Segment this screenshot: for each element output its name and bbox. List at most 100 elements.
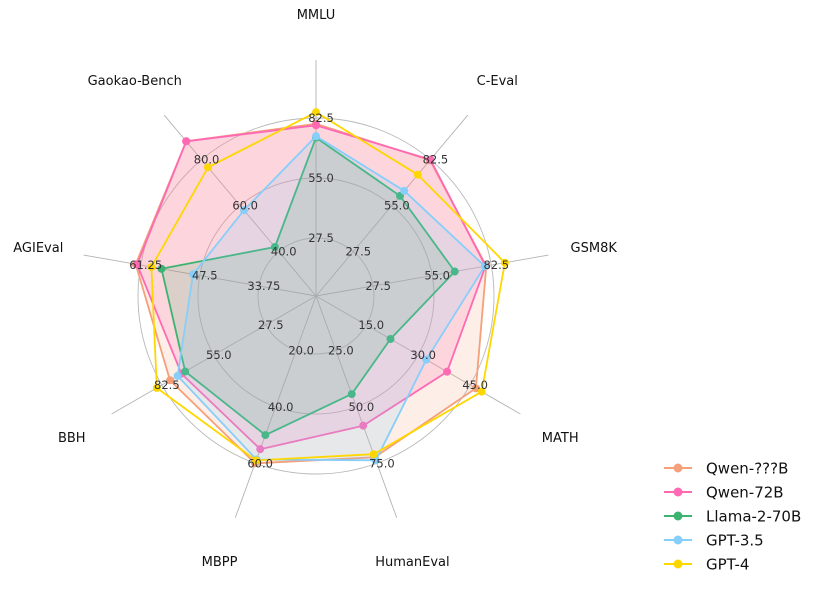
tick-label-6-1: 55.0 [206,348,232,362]
series-point-2-4 [347,390,356,399]
series-fill-3 [177,136,485,461]
axis-line-2 [315,254,549,297]
series-point-3-2 [480,262,489,271]
tick-label-3-0: 15.0 [358,318,384,332]
series-point-4-2 [500,258,509,267]
tick-labels: 27.5 55.0 82.5 27.5 55.0 82.5 27.5 55.0 82.5 15.0… [129,111,509,470]
axis-label-1: C-Eval [477,74,518,89]
legend-entry-3: GPT-3.5 [706,532,764,550]
series-point-3-7 [188,270,197,279]
axis-line-7 [83,254,317,297]
tick-label-3-2: 45.0 [462,378,488,392]
series-point-2-5 [261,431,270,440]
tick-label-5-0: 20.0 [288,344,314,358]
axis-label-2: GSM8K [571,241,618,256]
series-point-3-1 [400,186,409,195]
tick-label-4-0: 25.0 [328,344,354,358]
axis-line-8 [163,114,317,297]
axis-label-0: MMLU [297,8,336,23]
legend-entry-4: GPT-4 [706,556,749,574]
axis-label-6: BBH [58,431,86,446]
legend-marker-3 [673,535,683,545]
series-point-0-6 [166,376,175,385]
series-line-3 [176,135,486,462]
tick-label-1-2: 82.5 [423,153,449,167]
tick-label-3-1: 30.0 [410,348,436,362]
axis-line-4 [315,295,398,518]
tick-label-8-1: 60.0 [232,199,258,213]
series-point-3-3 [422,355,431,364]
tick-label-8-2: 80.0 [194,153,220,167]
legend-marker-1 [673,487,683,497]
series-fill-1 [137,125,486,450]
legend-entry-1: Qwen-72B [706,484,784,502]
series-point-1-7 [133,260,142,269]
series-point-2-8 [270,242,279,251]
series-point-0-3 [471,384,480,393]
legend-marker-2 [673,511,683,521]
legend-marker-0 [673,463,683,473]
series-point-3-8 [240,206,249,215]
series-point-2-2 [450,267,459,276]
tick-label-7-2: 61.25 [129,258,162,272]
tick-label-2-2: 82.5 [483,258,509,272]
tick-label-0-0: 27.5 [308,231,334,245]
series-point-4-0 [312,108,320,117]
tick-label-7-1: 47.5 [192,269,218,283]
series-line-2 [160,136,456,437]
series-point-3-0 [312,132,320,141]
tick-label-2-1: 55.0 [424,269,450,283]
grid [83,60,549,518]
tick-label-0-1: 55.0 [308,171,334,185]
series-layer [131,108,509,468]
tick-label-4-2: 75.0 [369,456,395,470]
axis-label-3: MATH [542,431,579,446]
series-point-1-1 [426,155,435,164]
series-line-1 [136,124,487,451]
legend: Qwen-???B Qwen-72B Llama-2-70B GPT-3.5 GPT-4 [664,460,801,574]
series-point-4-1 [413,170,422,179]
tick-label-6-2: 82.5 [154,378,180,392]
tick-label-1-0: 27.5 [345,245,371,259]
axis-label-7: AGIEval [13,241,63,256]
series-point-2-6 [181,367,190,376]
tick-label-0-2: 82.5 [308,111,334,125]
tick-label-8-0: 40.0 [271,245,297,259]
legend-marker-4 [673,559,683,569]
series-point-1-4 [359,421,368,430]
axis-label-5: MBPP [202,555,238,570]
axis-line-5 [234,295,317,518]
series-point-1-5 [256,445,265,454]
series-point-1-0 [312,121,320,130]
tick-label-7-0: 33.75 [247,279,280,293]
series-point-1-3 [443,367,452,376]
series-point-2-3 [386,335,395,343]
axis-label-8: Gaokao-Bench [88,74,182,89]
series-line-4 [150,111,506,462]
axis-line-6 [111,295,317,415]
series-point-4-7 [147,262,156,271]
series-point-4-3 [477,387,486,396]
series-point-2-7 [157,264,166,273]
axis-label-4: HumanEval [375,555,449,570]
series-point-4-8 [204,163,213,172]
tick-label-2-0: 27.5 [365,279,391,293]
tick-label-5-1: 40.0 [268,400,294,414]
tick-label-5-2: 60.0 [247,456,273,470]
series-fill-2 [161,137,455,436]
axis-line-1 [315,114,469,297]
tick-label-1-1: 55.0 [384,199,410,213]
tick-label-4-1: 50.0 [349,400,375,414]
series-point-4-4 [369,450,378,459]
axis-line-3 [315,295,521,415]
series-point-4-5 [252,456,261,465]
tick-label-6-0: 27.5 [258,318,284,332]
legend-entry-0: Qwen-???B [706,460,788,478]
series-point-4-6 [152,383,161,392]
series-point-3-4 [371,456,380,465]
series-point-1-8 [182,137,191,146]
series-fill-0 [135,123,487,464]
series-point-3-6 [173,371,182,380]
legend-entry-2: Llama-2-70B [706,508,801,526]
